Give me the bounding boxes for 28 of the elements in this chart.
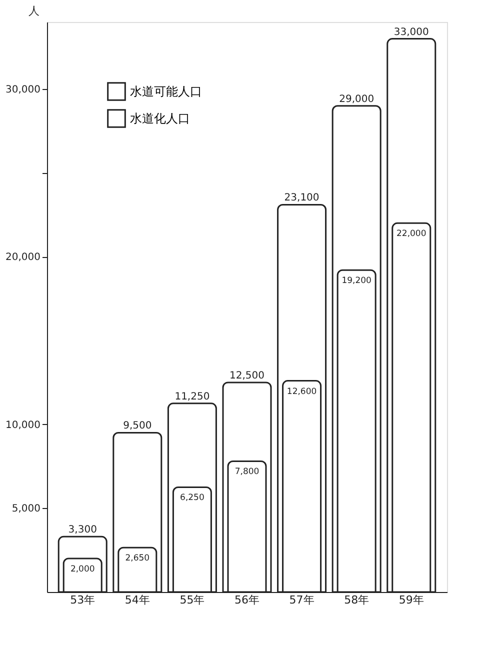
- data-label: 3,300: [68, 524, 97, 536]
- legend-label: 水道化人口: [130, 112, 190, 126]
- data-label: 22,000: [396, 229, 426, 240]
- data-label: 7,800: [234, 467, 260, 478]
- data-label: 9,500: [123, 420, 152, 432]
- y-tick-label: 5,000: [12, 504, 40, 515]
- data-label: 6,250: [180, 493, 204, 504]
- data-label: 11,250: [174, 391, 210, 402]
- data-label: 33,000: [394, 26, 429, 38]
- data-label: 12,500: [230, 370, 264, 382]
- y-tick-label: 20,000: [6, 252, 40, 264]
- data-label: 29,000: [339, 94, 374, 105]
- y-axis-title: 人: [28, 4, 40, 18]
- y-tick-label: 10,000: [6, 420, 40, 431]
- x-tick-label: 53年: [70, 594, 96, 606]
- data-label: 2,000: [70, 564, 95, 574]
- x-tick-label: 59年: [398, 594, 424, 606]
- data-label: 19,200: [342, 276, 372, 286]
- x-tick-label: 57年: [289, 594, 314, 606]
- x-tick-label: 56年: [234, 594, 260, 606]
- x-tick-label: 58年: [344, 594, 370, 606]
- data-label: 2,650: [125, 554, 150, 564]
- data-label: 23,100: [284, 192, 320, 204]
- y-tick-label: 30,000: [6, 84, 40, 96]
- x-tick-label: 55年: [180, 594, 205, 606]
- data-label: 12,600: [286, 386, 317, 397]
- legend-label: 水道可能人口: [130, 84, 202, 98]
- x-tick-label: 54年: [124, 594, 150, 606]
